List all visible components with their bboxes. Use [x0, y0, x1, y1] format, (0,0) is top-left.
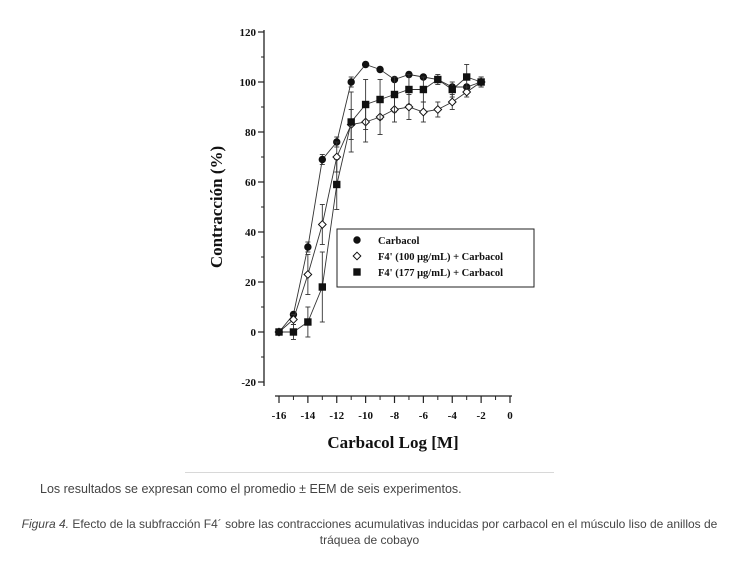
x-axis-label: Carbacol Log [M] [327, 433, 458, 452]
y-tick-label: 60 [245, 177, 257, 189]
data-point [434, 75, 442, 84]
legend-marker [352, 251, 362, 261]
data-point [361, 100, 370, 109]
figure-caption: Figura 4. Efecto de la subfracción F4´ s… [0, 516, 739, 548]
data-point [448, 85, 456, 94]
figure-label: Figura 4. [21, 517, 69, 531]
legend-box [336, 228, 535, 288]
legend-marker [353, 268, 361, 276]
data-point [304, 318, 312, 326]
data-point [419, 85, 428, 94]
y-axis-label: Contracción (%) [207, 146, 226, 268]
x-tick-label: -6 [419, 410, 429, 422]
data-point [361, 60, 370, 69]
y-tick-label: 100 [240, 77, 257, 89]
data-point [418, 107, 428, 117]
series-3 [275, 64, 485, 340]
data-point [447, 97, 457, 107]
footnote: Los resultados se expresan como el prome… [40, 482, 462, 496]
y-tick-group: -20 0 20 40 60 80 100 120 [240, 27, 264, 389]
data-point [318, 283, 327, 291]
caption-text: Efecto de la subfracción F4´ sobre las c… [69, 517, 718, 547]
data-point [433, 104, 443, 115]
y-tick-label: 0 [251, 327, 257, 339]
y-tick-label: 20 [245, 277, 257, 289]
legend-label: Carbacol [378, 236, 419, 247]
y-tick-label: 40 [245, 227, 257, 239]
x-tick-label: -2 [477, 410, 487, 422]
data-point [477, 78, 485, 86]
data-point [318, 155, 327, 164]
data-point [404, 102, 414, 112]
x-tick-label: -10 [358, 410, 373, 422]
y-tick-label: 120 [240, 27, 257, 39]
x-tick-label: -14 [301, 410, 316, 422]
y-tick-label: 80 [245, 127, 257, 139]
data-point [347, 78, 355, 86]
x-tick-label: -4 [448, 410, 458, 422]
data-point [289, 328, 298, 336]
data-point [347, 118, 355, 126]
data-point [376, 65, 384, 74]
legend-label: F4' (100 μg/mL) + Carbacol [378, 252, 503, 263]
x-tick-label: -12 [329, 410, 344, 422]
chart-legend: Carbacol F4' (100 μg/mL) + Carbacol F4' (1… [336, 228, 535, 288]
data-point [317, 219, 327, 230]
data-point [405, 85, 413, 94]
data-point [304, 243, 312, 251]
data-point [288, 314, 298, 325]
data-point [376, 95, 384, 104]
x-tick-label: 0 [507, 410, 513, 422]
data-point [303, 269, 313, 280]
data-point [462, 87, 472, 97]
x-tick-label: -8 [390, 410, 400, 422]
data-point [333, 180, 341, 189]
chart-series-group [274, 60, 486, 340]
chart-axes [263, 30, 512, 397]
data-point [275, 328, 283, 336]
data-point [462, 73, 471, 81]
x-tick-label: -16 [272, 410, 287, 422]
x-tick-group: -16 -14 -12 -10 -8 -6 -4 -2 0 [272, 396, 513, 422]
data-point [390, 90, 399, 99]
legend-label: F4' (177 μg/mL) + Carbacol [378, 268, 503, 279]
y-tick-label: -20 [241, 377, 256, 389]
legend-marker [353, 236, 361, 244]
caption-divider [185, 472, 554, 473]
